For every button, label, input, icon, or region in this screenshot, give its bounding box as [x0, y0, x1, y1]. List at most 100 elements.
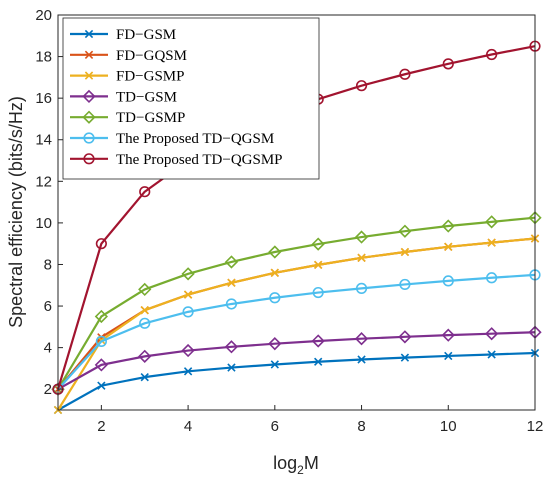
data-point [355, 80, 368, 92]
legend-entry: FD−GSM [70, 27, 176, 43]
data-point [183, 290, 193, 299]
series-line [57, 351, 536, 411]
x-tick-label: 10 [440, 418, 457, 435]
data-point [355, 282, 368, 294]
data-point [354, 230, 369, 244]
y-tick-label: 14 [35, 132, 52, 149]
data-point [354, 332, 369, 346]
legend-marker [83, 153, 95, 165]
data-point [398, 224, 412, 238]
data-point [97, 381, 106, 390]
y-tick-label: 16 [35, 90, 52, 107]
data-point [444, 351, 453, 361]
legend-marker [84, 71, 94, 80]
legend-label: TD−GSMP [116, 110, 185, 126]
legend-entry: TD−GSMP [70, 110, 185, 126]
data-point [224, 340, 239, 354]
data-point [486, 48, 498, 61]
data-point [140, 306, 149, 315]
data-point [268, 245, 282, 259]
plot-frame [57, 14, 536, 411]
legend-box [62, 17, 320, 180]
data-point [268, 337, 282, 351]
data-point [269, 292, 281, 304]
x-axis-label-subscript: 2 [297, 463, 304, 477]
data-point [398, 330, 412, 344]
data-point [270, 268, 279, 277]
data-point [140, 372, 149, 382]
legend-label: FD−GSMP [116, 69, 185, 85]
legend-label: FD−GSM [116, 27, 176, 43]
data-point [485, 327, 499, 341]
series-line [57, 331, 536, 391]
series-5 [51, 211, 542, 396]
data-point [399, 68, 411, 80]
data-point [314, 260, 323, 270]
data-point [314, 357, 323, 366]
y-tick-label: 10 [35, 215, 52, 232]
data-point [441, 219, 455, 233]
y-tick-label: 20 [35, 7, 52, 24]
series-line [57, 237, 536, 411]
series-6 [52, 269, 541, 395]
y-tick-label: 2 [44, 381, 52, 398]
data-point [94, 358, 108, 372]
data-point [399, 278, 411, 291]
data-point [181, 267, 195, 281]
x-axis-label-main: log [273, 453, 297, 473]
legend-label: The Proposed TD−QGSMP [116, 152, 283, 168]
legend-entry: The Proposed TD−QGSM [70, 131, 274, 147]
y-tick-label: 18 [35, 49, 52, 66]
data-point [487, 350, 496, 359]
series-line [57, 216, 536, 390]
data-point [487, 238, 496, 247]
data-point [183, 367, 193, 376]
y-tick-label: 8 [44, 256, 52, 273]
x-axis-label: log2M [273, 453, 319, 477]
data-point [357, 253, 366, 262]
series-line [57, 273, 536, 390]
data-point [441, 328, 455, 342]
data-point [270, 360, 279, 369]
x-tick-label: 4 [184, 418, 192, 435]
legend-entry: The Proposed TD−QGSMP [70, 152, 283, 168]
x-tick-label: 8 [357, 418, 365, 435]
legend-entry: TD−GSM [70, 89, 177, 105]
data-point [225, 298, 238, 310]
data-point [139, 186, 151, 198]
legend-marker [83, 132, 95, 144]
legend-label: FD−GQSM [116, 48, 187, 64]
data-point [95, 335, 107, 347]
data-point [227, 363, 236, 372]
legend: FD−GSM FD−GQSM FD−GSMP TD−GSM TD−GSMP The Pro… [62, 17, 320, 180]
x-tick-label: 6 [271, 418, 279, 435]
data-point [400, 353, 410, 362]
x-axis-label-tail: M [304, 453, 319, 473]
x-tick-label: 2 [97, 418, 105, 435]
series-4 [51, 325, 542, 396]
legend-entry: FD−GQSM [70, 48, 187, 64]
legend-marker [84, 29, 94, 39]
legend-label: TD−GSM [116, 89, 177, 105]
legend-entry: FD−GSMP [70, 69, 185, 85]
axes-layer: 2 4 6 8 10 12 2 4 6 8 10 12 14 16 18 20 [35, 7, 543, 435]
data-point [442, 275, 454, 287]
data-point [224, 255, 239, 269]
data-point [311, 237, 325, 251]
data-point [400, 247, 410, 257]
legend-marker [82, 89, 96, 104]
legend-marker [82, 110, 96, 124]
data-point [442, 58, 454, 70]
data-point [486, 272, 498, 284]
data-point [95, 238, 107, 250]
legend-marker [84, 50, 94, 59]
data-point [312, 286, 324, 299]
data-point [139, 317, 151, 329]
data-point [181, 343, 195, 358]
data-point [311, 334, 325, 348]
data-point [94, 309, 108, 324]
data-point [182, 306, 194, 318]
series-3 [53, 234, 540, 415]
data-point [444, 242, 453, 251]
legend-label: The Proposed TD−QGSM [116, 131, 274, 147]
